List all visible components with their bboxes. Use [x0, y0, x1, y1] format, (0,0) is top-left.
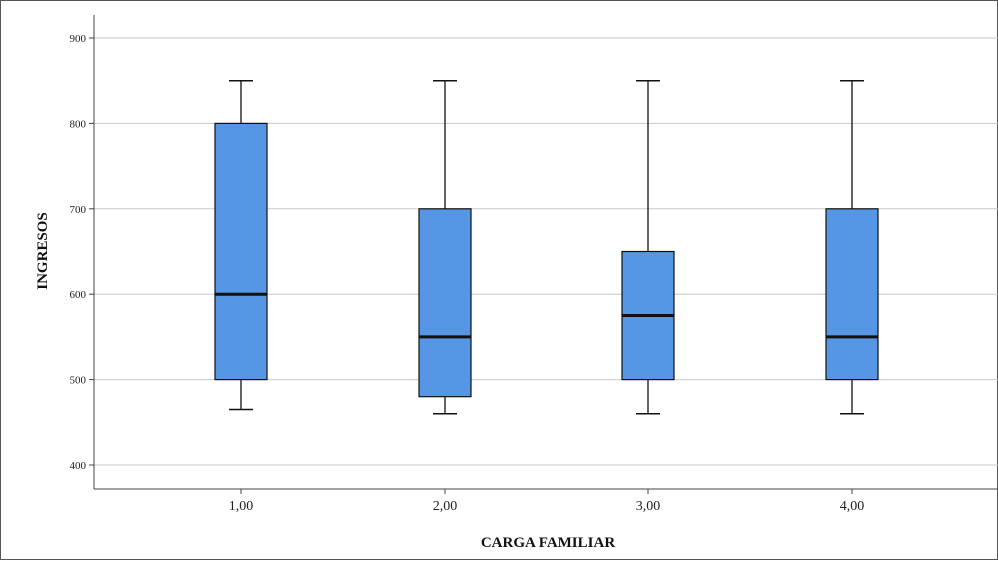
boxes: [214, 79, 879, 415]
y-axis-title: INGRESOS: [35, 212, 51, 290]
x-axis-title: CARGA FAMILIAR: [481, 535, 615, 551]
x-tick-label: 3,00: [636, 499, 661, 514]
labels: 400 500 600 700 800 900 1,00 2,00 3,00 4,00: [70, 33, 865, 514]
y-tick-label: 600: [70, 289, 87, 301]
y-tick-label: 800: [70, 118, 87, 130]
x-tick-label: 2,00: [433, 499, 458, 514]
iqr-box: [825, 208, 879, 381]
y-tick-label: 500: [70, 375, 87, 387]
x-tick-label: 4,00: [840, 499, 865, 514]
iqr-box: [214, 122, 268, 381]
y-tick-label: 400: [70, 460, 87, 472]
x-tick-label: 1,00: [229, 499, 254, 514]
iqr-box: [418, 208, 472, 398]
y-tick-label: 900: [70, 33, 87, 45]
y-tick-label: 700: [70, 204, 87, 216]
axes: [89, 15, 998, 494]
